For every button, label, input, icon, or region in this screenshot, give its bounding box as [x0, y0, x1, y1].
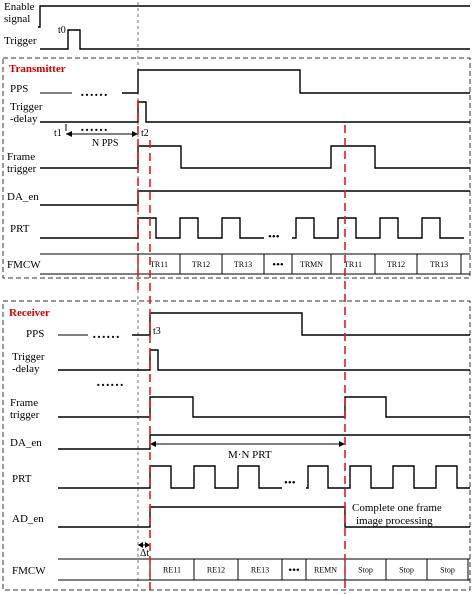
fmcw-segment-label: TRMN: [300, 260, 323, 269]
fmcw-segment-label: Stop: [399, 566, 414, 575]
rx-trigger-delay-label-2: -delay: [12, 363, 40, 375]
rx-pps-label: PPS: [26, 328, 44, 340]
rx-frame-trigger-waveform: [58, 396, 470, 418]
rx-prt-label: PRT: [12, 473, 32, 485]
tx-trigger-delay-waveform: [40, 101, 470, 123]
n-pps-arrow-left: [66, 131, 72, 137]
tx-delay-dots: ……: [80, 120, 108, 135]
tx-trigger-delay-label-1: Trigger: [10, 101, 43, 113]
rx-frame-trigger-label-1: Frame: [10, 397, 38, 409]
fmcw-gap-dots: •••: [272, 259, 284, 271]
tx-da-en-label: DA_en: [7, 191, 39, 203]
m-n-prt-label: M·N PRT: [228, 449, 272, 461]
rx-fmcw-label: FMCW: [12, 565, 46, 577]
n-pps-label: N PPS: [92, 138, 118, 149]
rx-trigger-delay-label-1: Trigger: [12, 351, 45, 363]
tx-prt-waveform-b: [292, 217, 464, 239]
receiver-title: Receiver: [9, 307, 50, 319]
fmcw-segment-label: TR12: [192, 260, 210, 269]
fmcw-segment-label: TR11: [150, 260, 168, 269]
rx-delay-dots: ……: [96, 375, 124, 390]
tx-pps-dots: ……: [80, 85, 108, 100]
rx-da-en-label: DA_en: [10, 437, 42, 449]
enable-signal-label-2: signal: [4, 13, 30, 25]
tx-pps-waveform: [122, 69, 470, 94]
tx-prt-waveform-a: [40, 217, 264, 239]
delta-t-label: Δt: [140, 548, 149, 559]
transmitter-title: Transmitter: [9, 63, 66, 75]
tx-prt-dots: •••: [268, 231, 280, 243]
m-n-prt-arrow-left: [150, 441, 156, 447]
fmcw-segment-label: TR11: [344, 260, 362, 269]
rx-da-en-waveform: [58, 434, 470, 450]
fmcw-segment-label: RE11: [163, 566, 181, 575]
tx-frame-trigger-label-1: Frame: [7, 151, 35, 163]
rx-ad-en-waveform: [58, 506, 470, 528]
rx-prt-dots: •••: [284, 477, 296, 489]
trigger-waveform: [40, 29, 470, 50]
tx-fmcw-label: FMCW: [7, 259, 41, 271]
n-pps-arrow-right: [132, 131, 138, 137]
delta-t-arrow-right: [145, 542, 150, 548]
tx-trigger-delay-label-2: -delay: [10, 113, 38, 125]
fmcw-segment-label: RE13: [251, 566, 269, 575]
receiver-frame: [2, 300, 471, 591]
fmcw-segment-label: Stop: [358, 566, 373, 575]
rx-fmcw-segments: RE11 RE12 RE13 REMN Stop Stop Stop •••: [149, 559, 469, 580]
m-n-prt-arrow-right: [339, 441, 345, 447]
rx-pps-dots: ……: [92, 327, 120, 342]
tx-frame-trigger-label-2: trigger: [7, 163, 37, 175]
tx-fmcw-segments: TR11 TR12 TR13 TRMN TR11 TR12 TR13 •••: [137, 254, 462, 274]
t2-label: t2: [141, 128, 149, 139]
enable-signal-label-1: Enable: [4, 1, 35, 13]
rx-pps-waveform: [132, 312, 470, 336]
t1-label: t1: [54, 128, 62, 139]
fmcw-segment-label: TR12: [387, 260, 405, 269]
fmcw-segment-label: Stop: [440, 566, 455, 575]
rx-frame-trigger-label-2: trigger: [10, 409, 40, 421]
tx-prt-label: PRT: [10, 223, 30, 235]
t0-label: t0: [58, 25, 66, 36]
trigger-label: Trigger: [4, 35, 37, 47]
rx-trigger-delay-waveform: [58, 349, 470, 371]
complete-frame-label-2: image processing: [356, 515, 433, 527]
fmcw-gap-dots: •••: [288, 565, 300, 577]
fmcw-segment-label: TR13: [430, 260, 448, 269]
rx-prt-waveform-a: [58, 465, 282, 489]
enable-signal-waveform: [38, 5, 470, 28]
tx-da-en-waveform: [40, 190, 470, 206]
complete-frame-label-1: Complete one frame: [352, 502, 442, 514]
fmcw-segment-label: REMN: [314, 566, 337, 575]
t3-label: t3: [153, 326, 161, 337]
rx-ad-en-label: AD_en: [12, 513, 44, 525]
rx-prt-waveform-b: [306, 465, 470, 489]
fmcw-segment-label: RE12: [207, 566, 225, 575]
delta-t-arrow-left: [138, 542, 143, 548]
fmcw-segment-label: TR13: [234, 260, 252, 269]
tx-frame-trigger-waveform: [40, 145, 470, 169]
tx-pps-label: PPS: [10, 83, 28, 95]
